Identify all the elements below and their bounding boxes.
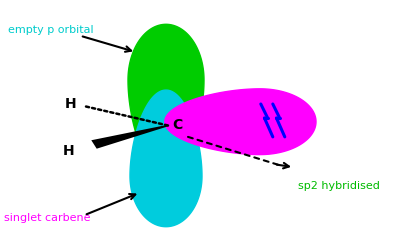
Polygon shape <box>228 111 279 133</box>
Polygon shape <box>142 119 190 210</box>
Polygon shape <box>134 35 198 159</box>
Polygon shape <box>148 134 184 202</box>
Polygon shape <box>136 105 196 218</box>
Polygon shape <box>141 44 191 143</box>
Polygon shape <box>196 100 297 144</box>
Polygon shape <box>147 53 185 128</box>
Polygon shape <box>153 62 179 112</box>
Polygon shape <box>130 91 202 227</box>
Polygon shape <box>160 162 172 185</box>
Polygon shape <box>244 117 269 128</box>
Text: empty p orbital: empty p orbital <box>8 25 94 35</box>
Text: H: H <box>64 96 76 110</box>
Polygon shape <box>91 125 168 149</box>
Polygon shape <box>128 25 204 175</box>
Polygon shape <box>154 148 178 193</box>
Polygon shape <box>181 95 307 149</box>
Polygon shape <box>212 106 288 139</box>
Text: singlet carbene: singlet carbene <box>4 212 90 222</box>
Text: sp2 hybridised: sp2 hybridised <box>298 180 380 190</box>
Polygon shape <box>160 71 172 96</box>
Text: C: C <box>172 117 182 131</box>
Polygon shape <box>165 89 316 155</box>
Text: H: H <box>62 143 74 157</box>
